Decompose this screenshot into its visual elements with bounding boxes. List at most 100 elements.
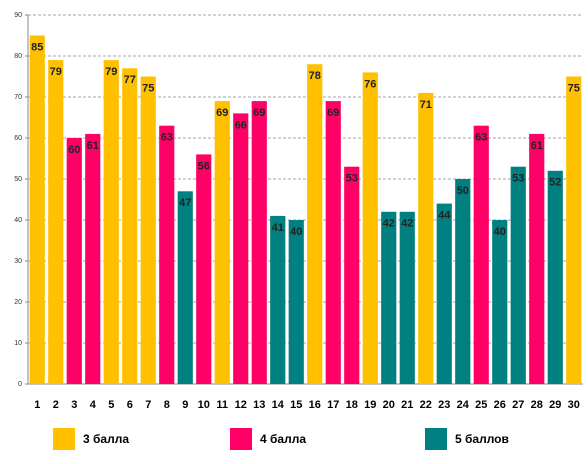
- y-tick-label: 10: [14, 340, 22, 347]
- value-label: 78: [309, 70, 321, 82]
- value-label: 50: [457, 185, 469, 197]
- x-tick-label: 28: [531, 399, 543, 411]
- value-label: 47: [179, 197, 191, 209]
- x-tick-label: 8: [164, 399, 170, 411]
- bar: [122, 68, 138, 385]
- x-tick-label: 5: [108, 399, 114, 411]
- bar: [159, 125, 175, 384]
- x-tick-label: 14: [272, 399, 285, 411]
- value-label: 85: [31, 41, 43, 53]
- bar: [270, 215, 286, 384]
- y-tick-label: 80: [14, 53, 22, 60]
- bar: [233, 113, 249, 385]
- x-tick-label: 11: [216, 399, 228, 411]
- legend-label: 3 балла: [83, 432, 129, 446]
- value-label: 75: [142, 82, 154, 94]
- bar: [103, 60, 119, 384]
- x-tick-label: 2: [53, 399, 59, 411]
- x-tick-label: 24: [457, 399, 470, 411]
- bar: [325, 101, 341, 384]
- x-tick-label: 22: [420, 399, 432, 411]
- bar: [307, 64, 323, 384]
- bar: [66, 138, 82, 384]
- x-tick-label: 27: [512, 399, 524, 411]
- x-tick-label: 4: [90, 399, 97, 411]
- bar: [436, 203, 452, 384]
- value-label: 69: [216, 107, 228, 119]
- x-tick-label: 20: [383, 399, 395, 411]
- bar: [177, 191, 193, 384]
- legend-label: 5 баллов: [455, 432, 509, 446]
- value-label: 69: [253, 107, 265, 119]
- value-label: 63: [475, 132, 487, 144]
- y-tick-label: 0: [18, 381, 22, 388]
- x-tick-label: 26: [494, 399, 506, 411]
- legend-swatch: [425, 428, 447, 450]
- x-tick-label: 30: [568, 399, 580, 411]
- value-label: 40: [290, 226, 302, 238]
- x-tick-label: 17: [327, 399, 339, 411]
- x-tick-label: 7: [145, 399, 151, 411]
- x-tick-label: 12: [235, 399, 247, 411]
- y-tick-label: 40: [14, 217, 22, 224]
- value-label: 79: [50, 66, 62, 78]
- x-tick-label: 9: [182, 399, 188, 411]
- value-label: 52: [549, 177, 561, 189]
- value-label: 40: [494, 226, 506, 238]
- value-label: 79: [105, 66, 117, 78]
- bar: [29, 35, 45, 384]
- y-tick-label: 90: [14, 12, 22, 19]
- bar: [455, 179, 471, 384]
- y-tick-label: 60: [14, 135, 22, 142]
- value-label: 71: [420, 99, 432, 111]
- x-tick-label: 15: [290, 399, 302, 411]
- legend-swatch: [53, 428, 75, 450]
- legend-swatch: [230, 428, 252, 450]
- x-tick-label: 1: [34, 399, 40, 411]
- value-label: 56: [198, 160, 210, 172]
- bar: [399, 211, 415, 384]
- value-label: 41: [272, 222, 284, 234]
- bar: [547, 170, 563, 384]
- bar: [288, 220, 304, 384]
- x-tick-label: 19: [364, 399, 376, 411]
- y-tick-label: 20: [14, 299, 22, 306]
- value-label: 44: [438, 210, 451, 222]
- x-tick-label: 3: [71, 399, 77, 411]
- value-label: 61: [87, 140, 99, 152]
- bar: [492, 220, 508, 384]
- x-tick-label: 21: [401, 399, 413, 411]
- x-tick-label: 18: [346, 399, 358, 411]
- x-tick-label: 23: [438, 399, 450, 411]
- value-label: 53: [512, 173, 524, 185]
- bar: [418, 92, 434, 385]
- value-label: 69: [327, 107, 339, 119]
- value-label: 77: [124, 74, 136, 86]
- y-tick-label: 30: [14, 258, 22, 265]
- bar: [381, 211, 397, 384]
- bar: [214, 101, 230, 384]
- value-label: 76: [364, 78, 376, 90]
- y-tick-label: 70: [14, 94, 22, 101]
- value-label: 66: [235, 119, 247, 131]
- x-tick-label: 6: [127, 399, 133, 411]
- bar: [529, 133, 545, 384]
- bar: [344, 166, 360, 384]
- value-label: 63: [161, 132, 173, 144]
- bar: [48, 60, 64, 384]
- value-label: 42: [383, 218, 395, 230]
- value-label: 42: [401, 218, 413, 230]
- bar: [362, 72, 378, 385]
- bar: [473, 125, 489, 384]
- legend-label: 4 балла: [260, 432, 306, 446]
- x-tick-label: 25: [475, 399, 487, 411]
- value-label: 75: [568, 82, 580, 94]
- value-label: 60: [68, 144, 80, 156]
- value-label: 53: [346, 173, 358, 185]
- bar: [566, 76, 582, 384]
- y-tick-label: 50: [14, 176, 22, 183]
- bar: [140, 76, 156, 384]
- bar: [510, 166, 526, 384]
- x-tick-label: 13: [253, 399, 265, 411]
